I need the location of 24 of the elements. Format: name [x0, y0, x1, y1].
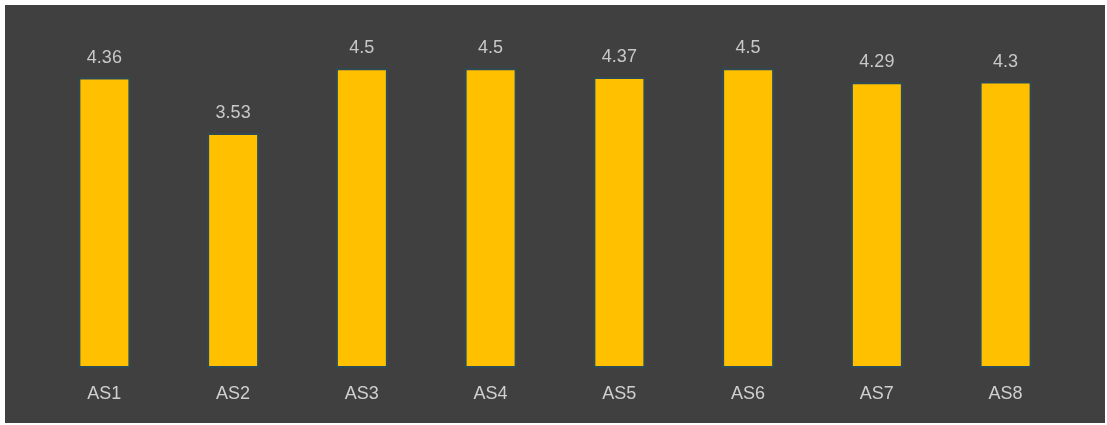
x-tick-label: AS6: [731, 383, 766, 403]
data-label: 4.37: [601, 45, 637, 66]
bar: [979, 81, 1032, 368]
data-label: 4.29: [859, 51, 895, 72]
data-label: 4.36: [86, 46, 122, 67]
x-tick-label: AS1: [87, 383, 122, 403]
data-label: 3.53: [215, 101, 251, 122]
bar: [335, 68, 388, 368]
bar: [207, 132, 260, 368]
x-tick-label: AS7: [859, 383, 894, 403]
x-tick-label: AS3: [344, 383, 379, 403]
data-label: 4.3: [993, 50, 1019, 71]
data-label: 4.5: [735, 37, 761, 58]
bar: [593, 76, 646, 368]
data-label: 4.5: [478, 37, 504, 58]
x-tick-label: AS8: [988, 383, 1023, 403]
bar: [850, 82, 903, 368]
x-tick-label: AS2: [216, 383, 251, 403]
data-label: 4.5: [349, 37, 375, 58]
x-tick-label: AS4: [473, 383, 508, 403]
bar: [464, 68, 517, 368]
bar: [78, 77, 131, 368]
x-tick-label: AS5: [602, 383, 637, 403]
bar: [722, 68, 775, 368]
